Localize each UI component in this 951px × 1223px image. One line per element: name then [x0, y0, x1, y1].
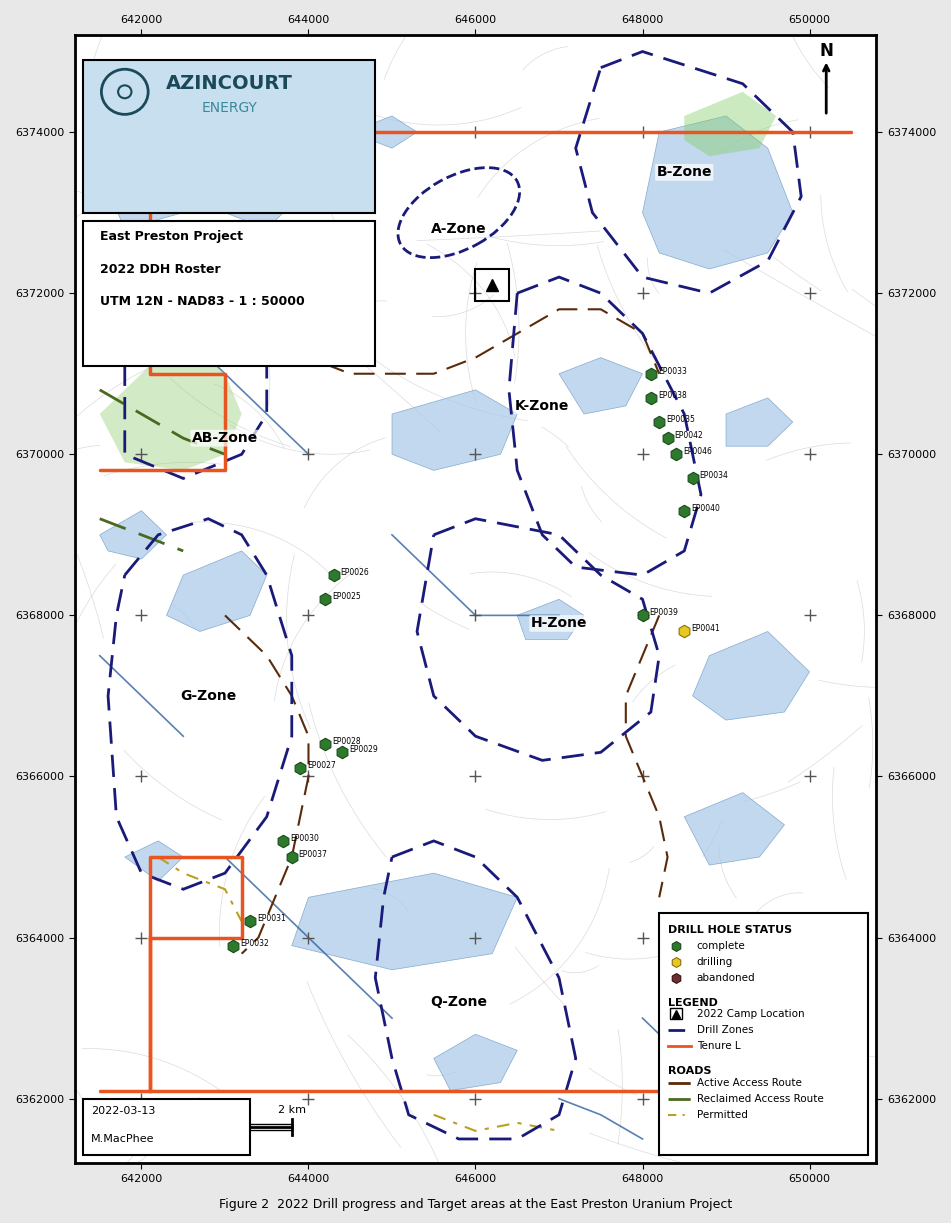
Text: ENERGY: ENERGY [202, 102, 257, 115]
Point [643, 388, 658, 407]
Text: A-Zone: A-Zone [431, 221, 487, 236]
Point [669, 951, 684, 971]
Polygon shape [100, 511, 166, 559]
Text: EP0028: EP0028 [332, 737, 360, 746]
Point [318, 589, 333, 609]
Text: 2 km: 2 km [278, 1104, 306, 1115]
Polygon shape [292, 873, 517, 970]
Text: Tenure L: Tenure L [697, 1041, 741, 1052]
Text: EP0040: EP0040 [691, 504, 720, 512]
Text: EP0042: EP0042 [674, 432, 703, 440]
Point [677, 501, 692, 521]
Text: EP0029: EP0029 [349, 745, 378, 755]
Text: G-Zone: G-Zone [180, 689, 237, 703]
Text: EP0030: EP0030 [290, 834, 320, 843]
Point [293, 758, 308, 778]
FancyBboxPatch shape [83, 1098, 250, 1155]
Text: Drill Zones: Drill Zones [697, 1025, 753, 1035]
Bar [125, 1124, 208, 1130]
Bar [476, 269, 509, 301]
Text: K-Zone: K-Zone [515, 399, 570, 413]
Polygon shape [100, 148, 208, 229]
Point [669, 969, 684, 988]
Text: N: N [820, 42, 833, 60]
Text: DRILL HOLE STATUS: DRILL HOLE STATUS [668, 926, 791, 936]
Text: AB-Zone: AB-Zone [192, 432, 258, 445]
Text: abandoned: abandoned [697, 972, 755, 983]
Polygon shape [350, 116, 417, 148]
Text: EP0035: EP0035 [666, 415, 695, 424]
Bar [670, 1008, 682, 1019]
Text: B-Zone: B-Zone [656, 165, 712, 180]
Point [685, 468, 700, 488]
Text: Active Access Route: Active Access Route [697, 1077, 802, 1087]
Bar [208, 1124, 292, 1130]
Point [669, 936, 684, 955]
Text: EP0031: EP0031 [257, 915, 285, 923]
Polygon shape [100, 334, 242, 471]
Text: Reclaimed Access Route: Reclaimed Access Route [697, 1093, 824, 1103]
Point [643, 364, 658, 384]
Text: M.MacPhee: M.MacPhee [91, 1134, 155, 1144]
Text: EP0041: EP0041 [691, 625, 720, 634]
Point [276, 832, 291, 851]
Text: EP0027: EP0027 [307, 762, 336, 770]
Point [225, 936, 241, 955]
Text: H-Zone: H-Zone [531, 616, 588, 630]
Point [669, 444, 684, 464]
Point [326, 565, 341, 585]
Text: Permitted: Permitted [697, 1109, 747, 1120]
Polygon shape [166, 550, 266, 631]
Point [635, 605, 650, 625]
Polygon shape [692, 631, 809, 720]
Text: complete: complete [697, 940, 746, 950]
Text: 2022-03-13: 2022-03-13 [91, 1106, 156, 1115]
Polygon shape [643, 116, 793, 269]
Text: Q-Zone: Q-Zone [430, 996, 487, 1009]
Polygon shape [434, 1035, 517, 1091]
Polygon shape [726, 397, 793, 446]
Text: Figure 2  2022 Drill progress and Target areas at the East Preston Uranium Proje: Figure 2 2022 Drill progress and Target … [219, 1197, 732, 1211]
Text: 0: 0 [122, 1104, 128, 1115]
Text: LEGEND: LEGEND [668, 998, 717, 1008]
Text: EP0038: EP0038 [658, 391, 687, 400]
Text: AZINCOURT: AZINCOURT [165, 75, 293, 93]
Polygon shape [685, 793, 785, 865]
Text: 1: 1 [204, 1104, 212, 1115]
Polygon shape [225, 188, 292, 229]
Point [651, 412, 667, 432]
Point [660, 428, 675, 448]
Text: EP0033: EP0033 [658, 367, 687, 375]
Text: ROADS: ROADS [668, 1066, 711, 1076]
Polygon shape [559, 357, 643, 415]
FancyBboxPatch shape [83, 60, 376, 213]
Text: EP0026: EP0026 [340, 569, 369, 577]
Point [335, 742, 350, 762]
Text: EP0032: EP0032 [241, 938, 269, 948]
Polygon shape [685, 92, 776, 157]
FancyBboxPatch shape [83, 220, 376, 366]
Point [318, 735, 333, 755]
Text: EP0034: EP0034 [700, 471, 728, 481]
Point [243, 911, 258, 931]
Text: drilling: drilling [697, 956, 733, 966]
FancyBboxPatch shape [659, 914, 868, 1155]
Text: EP0037: EP0037 [299, 850, 327, 859]
Text: UTM 12N - NAD83 - 1 : 50000: UTM 12N - NAD83 - 1 : 50000 [100, 295, 304, 308]
Polygon shape [125, 841, 184, 882]
Text: EP0039: EP0039 [650, 608, 678, 618]
Text: 2022 DDH Roster: 2022 DDH Roster [100, 263, 221, 275]
Polygon shape [392, 390, 517, 471]
Text: EP0025: EP0025 [332, 592, 360, 602]
Text: EP0046: EP0046 [683, 448, 711, 456]
Point [677, 621, 692, 641]
Text: East Preston Project: East Preston Project [100, 230, 243, 243]
Text: 2022 Camp Location: 2022 Camp Location [697, 1009, 805, 1019]
Point [284, 848, 300, 867]
Polygon shape [517, 599, 584, 640]
